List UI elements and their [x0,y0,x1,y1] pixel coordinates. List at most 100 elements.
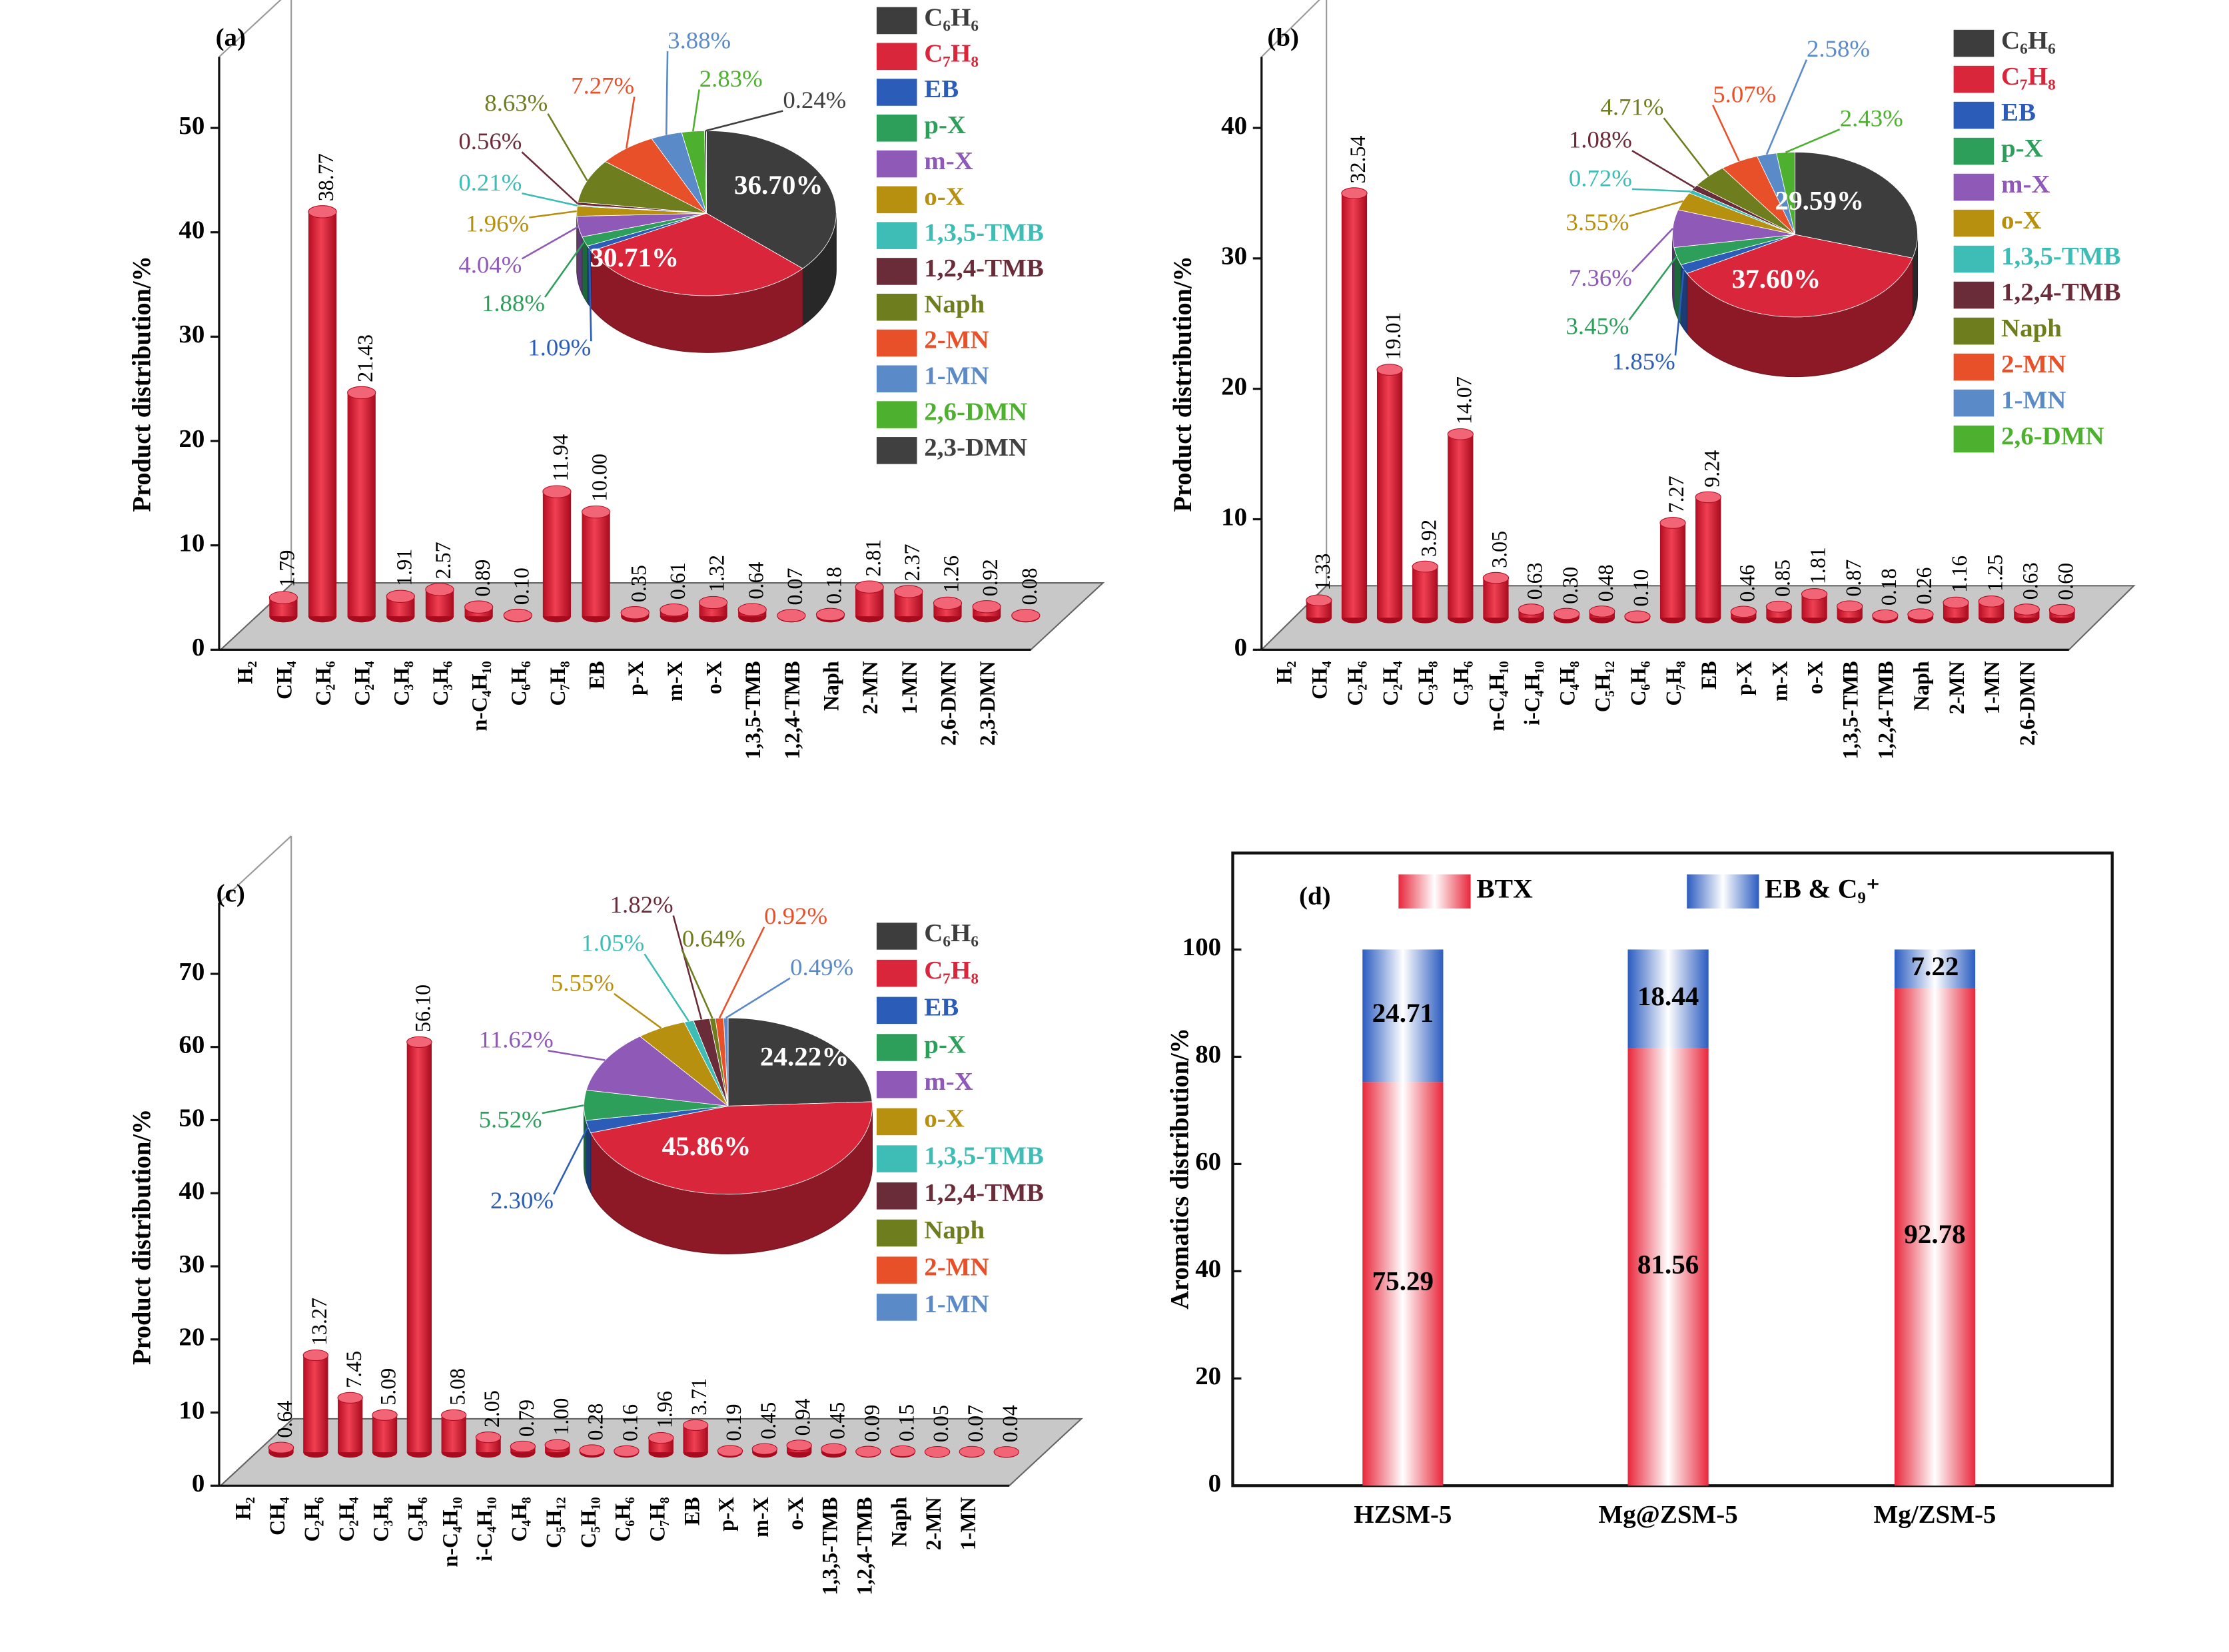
bar-top [302,1349,329,1362]
bar [386,590,416,623]
leader-line [1631,188,1691,193]
y-tick-label: 60 [179,1031,205,1059]
bar-value-label: 0.10 [509,568,533,605]
bar [933,596,963,623]
pie-value-label: 3.55% [1566,208,1629,236]
bar [1765,600,1793,623]
pie-value-label: 29.59% [1775,186,1865,216]
bar [425,583,454,623]
bar [581,505,611,623]
bar-top [581,505,611,519]
y-tick-label: 0 [1208,1469,1221,1497]
bar-top [510,1440,536,1453]
bar-value-label: 5.08 [445,1368,469,1406]
bar [2013,604,2040,623]
bar-top [268,1442,294,1453]
x-tick-label: C₆H₆ [506,661,530,706]
y-tick-label: 60 [1195,1148,1221,1176]
legend-swatch [876,1108,917,1136]
pie-value-label: 24.22% [760,1042,849,1072]
leader-line [1663,117,1710,177]
pie-value-label: 37.60% [1732,264,1821,294]
bar-top [1837,600,1863,613]
x-tick-label: C₅H₁₀ [576,1497,600,1548]
x-tick-label: C₃H₈ [1414,661,1438,706]
y-axis-title: Product distribution/% [1169,256,1197,512]
bar-body [1376,370,1403,618]
x-tick-label: 1-MN [1980,661,2004,714]
pie-slice [1795,151,1918,258]
legend-swatch [876,365,917,393]
leader-line [626,96,636,149]
x-tick-label: 2-MN [858,661,882,714]
x-tick-label: 1-MN [956,1497,980,1550]
y-axis-title: Aromatics distribution/% [1166,1028,1194,1310]
y-tick-label: 50 [179,1104,205,1132]
x-tick-label: Naph [887,1497,911,1547]
bar-segment [1627,949,1709,1048]
bar [614,1445,640,1458]
leader-line [522,193,578,206]
x-tick-label: 1-MN [897,661,921,714]
y-tick-label: 20 [1195,1362,1221,1390]
bar-value-label: 3.71 [687,1378,711,1416]
x-tick-label: 2,3-DMN [975,661,999,745]
x-tick-label: HZSM-5 [1354,1501,1452,1529]
pie-value-label: 2.58% [1807,35,1870,62]
bar-value-label: 10.00 [588,454,612,502]
pie-value-label: 1.82% [610,891,673,918]
legend-label: m-X [924,147,973,175]
legend-swatch [876,150,917,178]
bar [1011,609,1041,623]
bar-top [464,600,494,614]
bar-value-label: 0.63 [2018,562,2042,600]
bar-value-label: 2.37 [900,544,924,582]
leader-line [1628,255,1678,320]
legend-label: Naph [924,290,985,318]
leader-line [725,977,791,1019]
legend-label: 2-MN [924,1254,989,1282]
bar [751,1443,778,1458]
bar-value-label: 1.79 [274,550,298,588]
bar [855,580,884,623]
bar-value-label: 81.56 [1637,1250,1699,1280]
bar-top [425,583,454,596]
bar [889,1445,916,1458]
legend-swatch [876,1182,917,1210]
bar-value-label: 0.87 [1841,560,1865,597]
bar-top [2048,604,2076,616]
x-tick-label: CH₄ [265,1497,289,1535]
x-tick-label: 2-MN [1945,661,1969,714]
x-tick-label: 2-MN [921,1497,945,1550]
bar-value-label: 9.24 [1699,450,1723,488]
bar-value-label: 0.79 [514,1400,538,1437]
bar [503,608,532,623]
bar-top [503,608,532,622]
legend-label: o-X [2001,206,2042,234]
bar-top [614,1445,640,1457]
y-tick-label: 80 [1195,1040,1221,1068]
bar [648,1432,674,1458]
x-tick-label: Naph [819,661,843,711]
bar-value-label: 0.05 [929,1405,953,1442]
y-tick-label: 100 [1182,933,1221,961]
x-tick-label: C₄H₈ [1555,661,1579,706]
legend-label: C₇H₈ [924,40,979,68]
bar-value-label: 11.94 [548,434,572,482]
bar-body [1695,497,1721,618]
bar-value-label: 5.09 [376,1368,400,1406]
bar-top [1306,594,1332,607]
legend-swatch [1953,317,1995,345]
legend-label: 1-MN [924,362,989,390]
bar [1695,491,1721,623]
x-tick-label: C₃H₈ [389,661,413,706]
x-tick-label: C₆H₆ [610,1497,634,1542]
x-tick-label: C₃H₆ [403,1497,427,1542]
x-tick-label: p-X [624,661,648,695]
leader-line [588,248,592,342]
legend-swatch [1687,874,1759,909]
bar [993,1446,1019,1458]
x-tick-label: m-X [1767,661,1791,701]
bar-value-label: 92.78 [1904,1219,1966,1249]
pie-slice [586,1036,729,1107]
